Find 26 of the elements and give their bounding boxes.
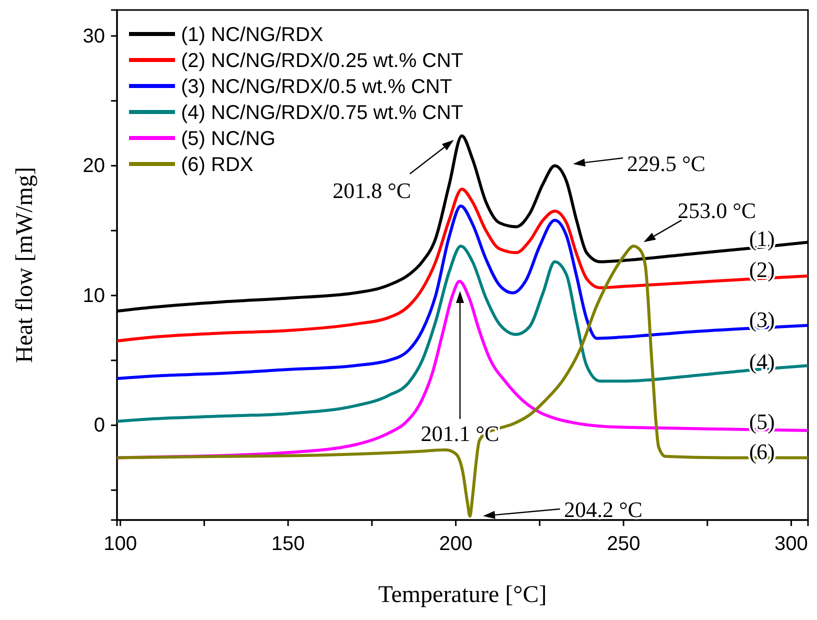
legend-label: (1) NC/NG/RDX	[181, 24, 324, 46]
legend-label: (4) NC/NG/RDX/0.75 wt.% CNT	[181, 102, 464, 124]
legend-label: (6) RDX	[181, 154, 254, 176]
y-tick-label: 20	[82, 155, 105, 178]
x-tick-label: 250	[606, 533, 640, 556]
legend-label: (2) NC/NG/RDX/0.25 wt.% CNT	[181, 50, 464, 72]
y-tick-label: 0	[94, 414, 105, 437]
y-axis-title: Heat flow [mW/mg]	[12, 167, 38, 363]
annotation: 253.0 °C	[678, 198, 756, 224]
legend-label: (3) NC/NG/RDX/0.5 wt.% CNT	[181, 76, 452, 98]
annotation: 229.5 °C	[627, 151, 706, 176]
line-series	[117, 204, 808, 380]
x-tick-label: 100	[104, 533, 138, 556]
x-tick-label: 200	[439, 533, 472, 556]
x-axis-title: Temperature [°C]	[378, 582, 547, 608]
annotation: (3)	[749, 307, 775, 332]
annotation: (4)	[749, 349, 775, 374]
annotation: (5)	[749, 409, 775, 434]
y-tick-label: 30	[82, 25, 105, 48]
x-tick-label: 150	[271, 533, 305, 556]
x-tick-label: 300	[774, 533, 808, 556]
annotation: 201.8 °C	[332, 178, 412, 203]
annotation: 204.2 °C	[564, 497, 642, 522]
y-tick-label: 10	[82, 284, 105, 307]
annotation: (2)	[749, 257, 775, 282]
legend-label: (5) NC/NG	[181, 128, 276, 150]
